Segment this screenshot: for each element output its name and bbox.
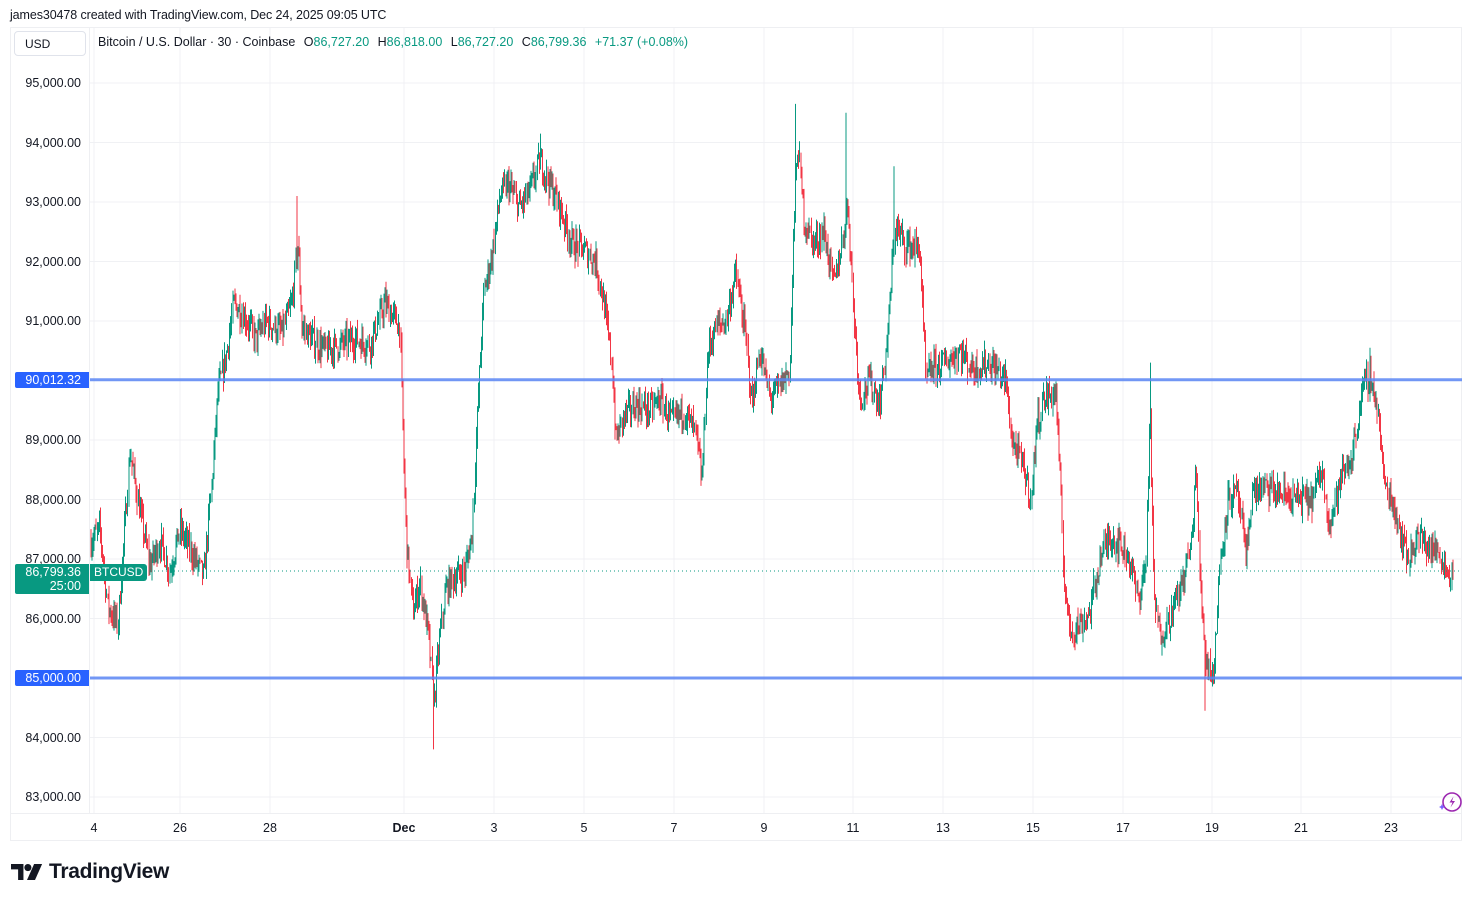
chart-credit: james30478 created with TradingView.com,… (10, 8, 387, 22)
last-price-tag: 86,799.36 25:00 (15, 564, 89, 594)
horizontal-line-price-tag: 85,000.00 (15, 670, 89, 686)
currency-button[interactable]: USD (14, 31, 86, 56)
low-label: L (450, 35, 458, 49)
symbol-legend: Bitcoin / U.S. Dollar · 30 · Coinbase O8… (98, 35, 688, 49)
time-tick-label: 9 (760, 821, 768, 835)
price-tick-label: 87,000.00 (25, 552, 81, 566)
price-tick-label: 84,000.00 (25, 730, 81, 745)
time-tick-label: 3 (490, 821, 498, 835)
price-tick-label: 93,000.00 (25, 195, 81, 209)
time-axis-separator (10, 813, 1462, 814)
time-tick-label: 28 (263, 821, 277, 835)
price-tick-label: 89,000.00 (25, 433, 81, 447)
time-tick-label: 21 (1294, 821, 1308, 835)
time-tick-label: 19 (1205, 821, 1219, 835)
price-tick-label: 95,000.00 (25, 76, 81, 90)
high-label: H (377, 35, 387, 49)
price-tick-label: 94,000.00 (25, 135, 81, 150)
time-tick-label: 15 (1026, 821, 1040, 835)
time-tick-label: Dec (392, 821, 416, 835)
time-tick-label: 5 (580, 821, 588, 835)
change-value: +71.37 (+0.08%) (594, 35, 689, 49)
price-tick-label: 91,000.00 (25, 314, 81, 328)
price-tick-label: 83,000.00 (25, 790, 81, 804)
symbol-description: Bitcoin / U.S. Dollar · 30 · Coinbase (98, 35, 296, 49)
candles (90, 103, 1454, 750)
price-tick-label: 92,000.00 (25, 254, 81, 269)
lightning-icon[interactable] (1437, 790, 1463, 814)
time-tick-label: 4 (90, 821, 98, 835)
time-tick-label: 26 (173, 821, 187, 835)
horizontal-line-price-tag: 90,012.32 (15, 371, 89, 388)
price-tick-label: 88,000.00 (25, 492, 81, 507)
time-tick-label: 7 (670, 821, 678, 835)
close-label: C (521, 35, 531, 49)
price-axis-separator (89, 27, 90, 813)
time-tick-label: 23 (1384, 821, 1398, 835)
last-price: 86,799.36 (25, 565, 81, 579)
tradingview-logo-icon (11, 864, 43, 880)
bar-countdown: 25:00 (49, 579, 81, 593)
time-tick-label: 13 (936, 821, 950, 835)
tradingview-logo[interactable]: TradingView (11, 860, 169, 884)
high-value: 86,818.00 (386, 35, 443, 49)
close-value: 86,799.36 (530, 35, 587, 49)
time-tick-label: 11 (846, 821, 860, 835)
low-value: 86,727.20 (457, 35, 514, 49)
symbol-tag: BTCUSD (90, 564, 148, 581)
open-label: O (303, 35, 314, 49)
price-tick-label: 86,000.00 (25, 611, 81, 626)
tradingview-brand: TradingView (49, 860, 170, 883)
chart-frame (10, 27, 1462, 841)
open-value: 86,727.20 (313, 35, 370, 49)
time-tick-label: 17 (1116, 821, 1130, 835)
